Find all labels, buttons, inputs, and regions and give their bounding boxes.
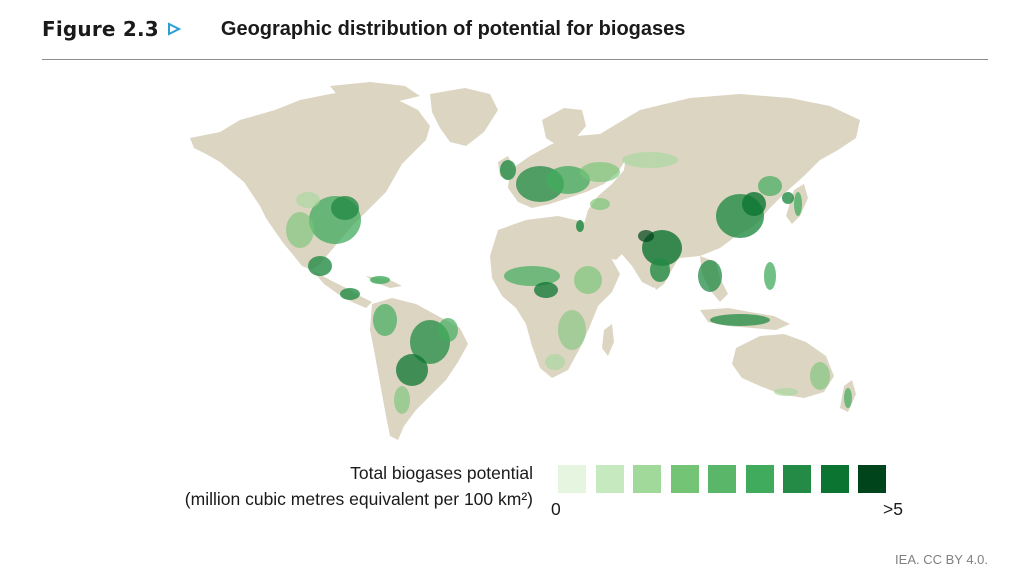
greenland	[430, 88, 498, 146]
legend-swatch-5	[708, 465, 736, 493]
australia	[732, 334, 834, 398]
legend-swatch-7	[783, 465, 811, 493]
legend-title-line-2: (million cubic metres equivalent per 100…	[184, 489, 533, 509]
credit-line: IEA. CC BY 4.0.	[895, 552, 988, 567]
legend-title: Total biogases potential (million cubic …	[185, 460, 533, 512]
land-masses	[190, 82, 860, 440]
biogas-potential-overlay	[286, 152, 852, 414]
legend-min-label: 0	[551, 499, 561, 519]
asia	[588, 94, 860, 288]
legend-swatch-4	[670, 465, 699, 493]
legend-swatch-6	[745, 465, 774, 493]
figure-header: Figure 2.3 Geographic distribution of po…	[42, 14, 988, 44]
central-america	[312, 270, 372, 308]
legend-swatch-9	[858, 465, 886, 493]
legend-color-scale	[558, 465, 886, 493]
legend-swatch-3	[633, 465, 661, 493]
legend-swatch-8	[820, 465, 849, 493]
figure-title: Geographic distribution of potential for…	[220, 17, 686, 40]
north-america	[190, 90, 430, 270]
africa	[490, 216, 620, 378]
legend-max-label: >5	[883, 499, 903, 519]
legend-swatch-2	[595, 465, 624, 493]
play-arrow-icon	[167, 22, 181, 36]
arctic-islands	[330, 82, 420, 102]
figure-label: Figure 2.3	[42, 17, 159, 41]
scandinavia	[542, 108, 586, 146]
title-divider	[42, 59, 988, 60]
world-map	[190, 82, 860, 440]
madagascar	[602, 324, 614, 356]
legend-title-line-1: Total biogases potential	[350, 463, 533, 483]
legend-swatch-1	[558, 465, 586, 493]
